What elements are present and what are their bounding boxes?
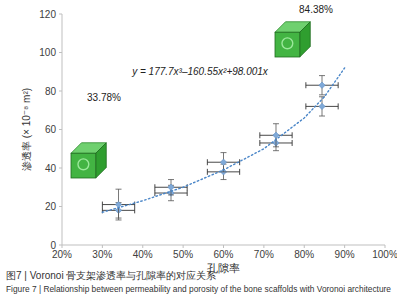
y-error-cap: [273, 123, 279, 124]
y-error-cap: [221, 152, 227, 153]
x-error-stem: [207, 171, 239, 172]
chart: 02040608010012020%30%40%50%60%70%80%90%1…: [0, 0, 397, 300]
y-tick: [59, 129, 62, 130]
x-tick-label: 100%: [372, 249, 397, 260]
caption-zh: 图7 | Voronoi 骨支架渗透率与孔隙率的对应关系: [6, 270, 216, 281]
x-error-cap: [207, 169, 208, 175]
trend-line: [102, 68, 344, 212]
y-error-cap: [168, 200, 174, 201]
x-error-cap: [239, 169, 240, 175]
x-error-cap: [305, 82, 306, 88]
caption-en: Figure 7 | Relationship between permeabi…: [6, 285, 391, 294]
y-error-cap: [221, 171, 227, 172]
y-error-cap: [116, 189, 122, 190]
x-error-bar: [260, 132, 292, 138]
equation: y = 177.7x³–160.55x²+98.001x: [131, 66, 269, 77]
y-error-cap: [168, 194, 174, 195]
x-tick: [263, 245, 264, 248]
x-tick-label: 90%: [335, 249, 355, 260]
y-tick: [59, 52, 62, 53]
cube-front: [71, 153, 96, 178]
y-error-cap: [273, 150, 279, 151]
x-error-cap: [102, 202, 103, 208]
data-point: [168, 184, 174, 190]
annotation: 84.38%: [299, 4, 333, 15]
cube-front: [275, 32, 300, 57]
x-tick-label: 70%: [254, 249, 274, 260]
x-tick-label: 40%: [133, 249, 153, 260]
x-error-cap: [292, 140, 293, 146]
x-error-cap: [154, 184, 155, 190]
x-error-cap: [259, 132, 260, 138]
cube-side: [96, 143, 107, 178]
cube-pore: [282, 38, 293, 49]
x-error-cap: [338, 103, 339, 109]
scaffold-image: [275, 22, 310, 57]
y-tick: [59, 168, 62, 169]
y-error-bar: [116, 189, 122, 220]
x-error-cap: [305, 103, 306, 109]
y-error-bar: [319, 76, 325, 95]
y-error-cap: [116, 219, 122, 220]
y-error-cap: [168, 179, 174, 180]
data-point: [319, 103, 325, 109]
x-tick: [385, 245, 386, 248]
data-point: [220, 159, 226, 165]
x-tick-label: 50%: [173, 249, 193, 260]
x-error-cap: [207, 159, 208, 165]
y-tick-label: 120: [39, 9, 56, 20]
scaffold-image: [71, 143, 106, 178]
x-tick: [62, 245, 63, 248]
x-error-cap: [292, 132, 293, 138]
data-point: [115, 201, 121, 207]
x-tick-label: 30%: [92, 249, 112, 260]
cube-pore: [78, 159, 89, 170]
x-error-cap: [338, 82, 339, 88]
annotation: 33.78%: [87, 92, 121, 103]
x-tick-label: 60%: [213, 249, 233, 260]
plot-area: [102, 68, 344, 220]
x-tick: [223, 245, 224, 248]
x-tick: [142, 245, 143, 248]
y-tick-label: 40: [45, 163, 57, 174]
x-error-cap: [259, 140, 260, 146]
y-error-bar: [319, 97, 325, 116]
y-error-cap: [319, 75, 325, 76]
x-error-cap: [187, 190, 188, 196]
y-axis-label: 渗透率 (× 10⁻⁸ m²): [21, 88, 32, 171]
x-tick: [344, 245, 345, 248]
y-error-cap: [221, 179, 227, 180]
x-tick: [304, 245, 305, 248]
cube-side: [300, 22, 311, 57]
y-tick-label: 80: [45, 86, 57, 97]
x-error-cap: [134, 207, 135, 213]
x-error-cap: [154, 190, 155, 196]
y-error-cap: [273, 146, 279, 147]
y-error-bar: [221, 153, 227, 172]
x-tick: [102, 245, 103, 248]
y-tick-label: 20: [45, 201, 57, 212]
y-tick-label: 60: [45, 124, 57, 135]
x-tick-label: 20%: [52, 249, 72, 260]
y-tick: [59, 14, 62, 15]
x-tick-label: 80%: [294, 249, 314, 260]
x-error-cap: [239, 159, 240, 165]
y-tick-label: 100: [39, 47, 56, 58]
y-error-cap: [319, 94, 325, 95]
y-tick: [59, 91, 62, 92]
x-error-bar: [306, 103, 338, 109]
data-point: [319, 82, 325, 88]
y-error-bar: [273, 124, 279, 147]
x-tick: [183, 245, 184, 248]
y-tick: [59, 206, 62, 207]
y-error-cap: [319, 116, 325, 117]
